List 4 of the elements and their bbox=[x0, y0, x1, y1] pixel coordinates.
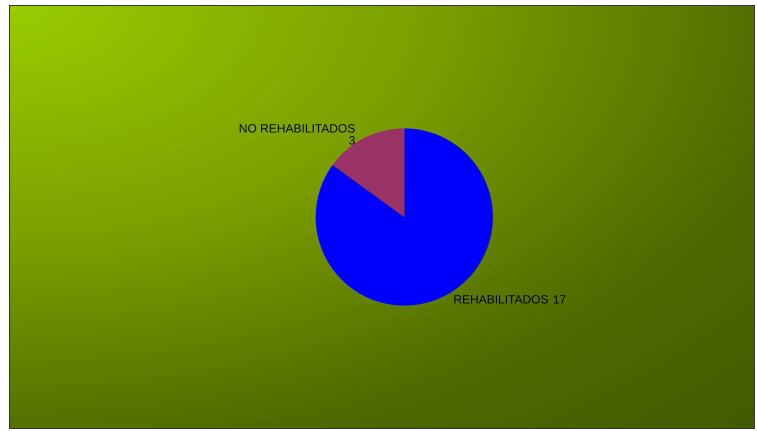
slice-label: NO REHABILITADOS bbox=[238, 121, 356, 136]
data-label: 17 bbox=[552, 292, 566, 307]
slice-label: REHABILITADOS bbox=[453, 292, 552, 307]
data-label: 3 bbox=[348, 133, 356, 148]
